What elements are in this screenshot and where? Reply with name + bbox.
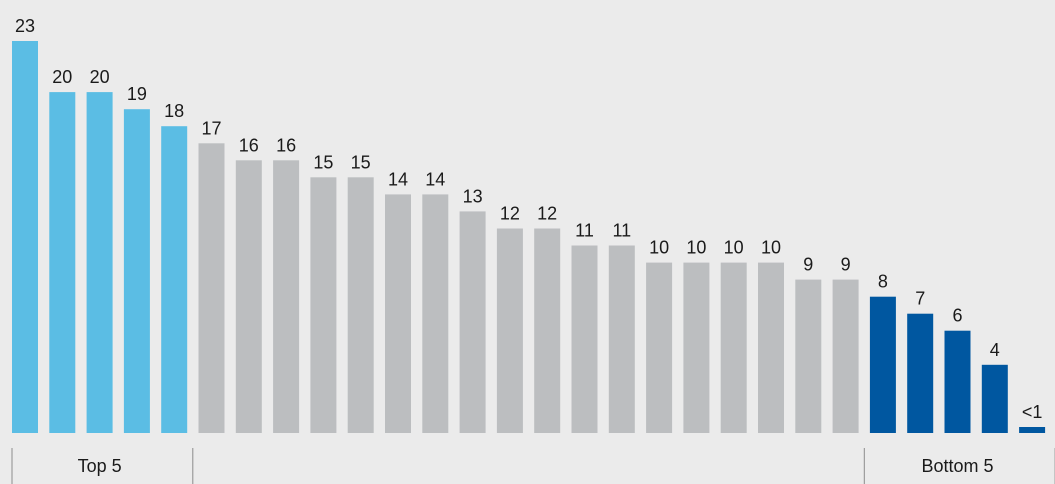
bars-layer <box>12 41 1046 434</box>
bar-value-label-7: 16 <box>239 135 259 155</box>
bar-value-label-23: 9 <box>841 255 851 275</box>
bar-4 <box>123 109 150 433</box>
group-brackets-layer: Top 5 Bottom 5 <box>11 448 1055 484</box>
bar-value-label-19: 10 <box>686 238 706 258</box>
bar-value-label-18: 10 <box>649 238 669 258</box>
bar-25 <box>907 313 934 433</box>
bar-9 <box>310 177 337 433</box>
bar-value-label-3: 20 <box>90 67 110 87</box>
bar-value-label-5: 18 <box>164 101 184 121</box>
bar-10 <box>347 177 374 433</box>
bar-value-label-17: 11 <box>612 221 631 241</box>
bar-1 <box>12 41 38 433</box>
bar-value-label-10: 15 <box>351 152 371 172</box>
bar-value-label-25: 7 <box>915 289 925 309</box>
bar-value-label-11: 14 <box>388 169 408 189</box>
bar-value-label-2: 20 <box>52 67 72 87</box>
bar-7 <box>235 160 262 434</box>
bar-value-label-15: 12 <box>537 204 557 224</box>
bar-3 <box>86 92 113 433</box>
bar-5 <box>161 126 188 433</box>
bar-value-label-21: 10 <box>761 238 781 258</box>
bar-22 <box>795 279 822 433</box>
bar-value-label-24: 8 <box>878 272 888 292</box>
bar-value-label-26: 6 <box>952 306 962 326</box>
bar-21 <box>758 262 784 433</box>
bar-13 <box>459 211 486 433</box>
group-label-3: Bottom 5 <box>921 456 993 476</box>
bar-value-label-6: 17 <box>201 118 221 138</box>
group-label-1: Top 5 <box>78 456 122 476</box>
bar-15 <box>534 228 561 433</box>
bar-6 <box>198 143 225 434</box>
bar-18 <box>646 262 673 433</box>
bar-20 <box>720 262 747 433</box>
bar-value-label-9: 15 <box>313 152 333 172</box>
bar-2 <box>49 92 76 433</box>
bar-value-label-28: <1 <box>1022 402 1043 422</box>
bar-16 <box>571 245 598 433</box>
bar-8 <box>273 160 300 434</box>
bar-11 <box>385 194 411 433</box>
bar-value-label-12: 14 <box>425 169 445 189</box>
bar-17 <box>608 245 635 433</box>
bar-14 <box>496 228 523 433</box>
bar-value-label-4: 19 <box>127 84 147 104</box>
bar-value-label-22: 9 <box>803 255 813 275</box>
bar-value-label-14: 12 <box>500 204 520 224</box>
bar-23 <box>832 279 859 433</box>
bar-value-label-27: 4 <box>990 340 1000 360</box>
bar-27 <box>981 364 1008 433</box>
data-labels-layer: 23 20 20 19 18 17 16 16 15 15 14 14 13 12 12 11 11 10 10 10… <box>15 16 1042 422</box>
bar-28 <box>1019 427 1046 433</box>
bar-value-label-20: 10 <box>724 238 744 258</box>
bar-26 <box>944 330 971 433</box>
bar-value-label-13: 13 <box>463 186 483 206</box>
bar-19 <box>683 262 710 433</box>
bar-value-label-1: 23 <box>15 16 35 36</box>
bar-12 <box>422 194 449 433</box>
bar-value-label-16: 11 <box>575 221 594 241</box>
bar-24 <box>869 296 896 433</box>
bar-value-label-8: 16 <box>276 135 296 155</box>
